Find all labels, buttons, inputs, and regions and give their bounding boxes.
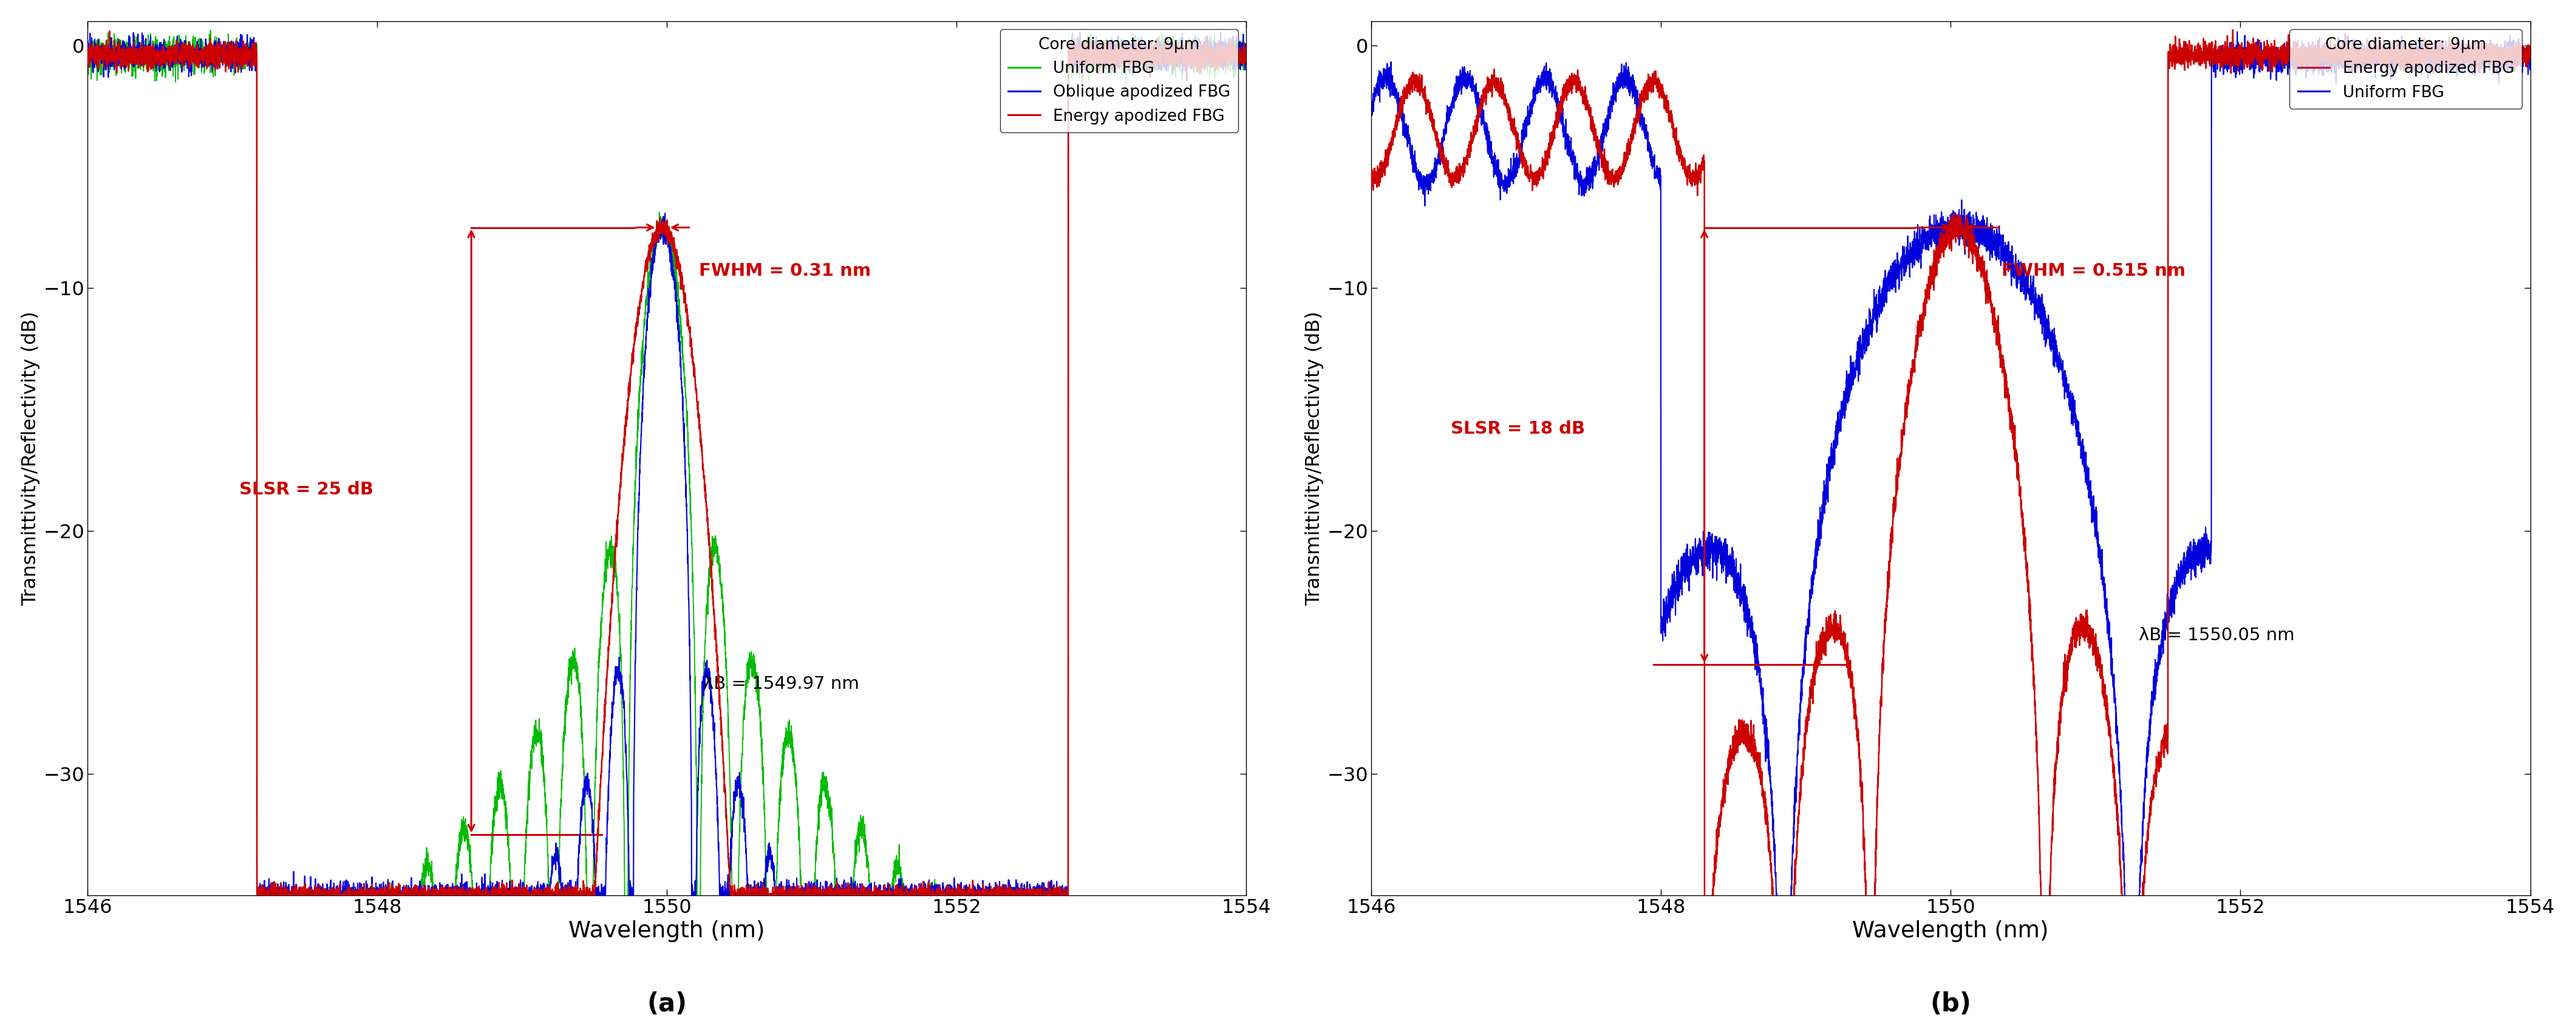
- Legend: Energy apodized FBG, Uniform FBG: Energy apodized FBG, Uniform FBG: [2290, 29, 2522, 108]
- Text: SLSR = 18 dB: SLSR = 18 dB: [1450, 421, 1584, 437]
- Text: FWHM = 0.31 nm: FWHM = 0.31 nm: [698, 262, 871, 280]
- Legend: Uniform FBG, Oblique apodized FBG, Energy apodized FBG: Uniform FBG, Oblique apodized FBG, Energ…: [999, 29, 1239, 133]
- Text: λB = 1549.97 nm: λB = 1549.97 nm: [703, 675, 858, 693]
- Y-axis label: Transmittivity/Reflectivity (dB): Transmittivity/Reflectivity (dB): [21, 311, 39, 605]
- Text: SLSR = 25 dB: SLSR = 25 dB: [240, 482, 374, 498]
- X-axis label: Wavelength (nm): Wavelength (nm): [569, 920, 765, 943]
- Text: FWHM = 0.515 nm: FWHM = 0.515 nm: [2002, 262, 2184, 280]
- X-axis label: Wavelength (nm): Wavelength (nm): [1852, 920, 2048, 943]
- Text: λB = 1550.05 nm: λB = 1550.05 nm: [2138, 627, 2295, 644]
- Y-axis label: Transmittivity/Reflectivity (dB): Transmittivity/Reflectivity (dB): [1306, 311, 1324, 605]
- Text: (a): (a): [647, 991, 688, 1017]
- Text: (b): (b): [1929, 991, 1971, 1017]
